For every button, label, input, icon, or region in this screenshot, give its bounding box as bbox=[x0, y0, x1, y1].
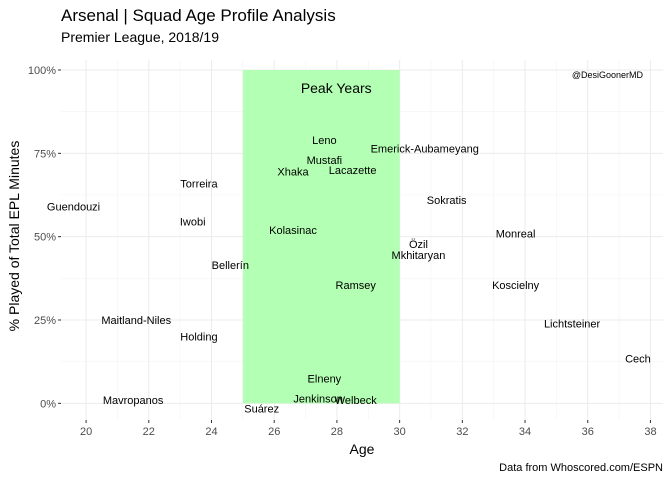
player-label: Mkhitaryan bbox=[392, 250, 446, 262]
player-label: Torreira bbox=[180, 178, 218, 190]
player-label: Xhaka bbox=[277, 167, 309, 179]
player-label: Ramsey bbox=[336, 280, 377, 292]
player-label: Jenkinson bbox=[293, 393, 343, 405]
player-label: Suárez bbox=[244, 403, 279, 415]
player-label: Elneny bbox=[308, 373, 342, 385]
x-tick-label: 30 bbox=[394, 426, 406, 438]
y-axis-title: % Played of Total EPL Minutes bbox=[6, 141, 22, 332]
player-label: Emerick-Aubameyang bbox=[371, 143, 479, 155]
player-label: Guendouzi bbox=[47, 202, 100, 214]
y-tick-label: 0% bbox=[40, 398, 56, 410]
x-tick-label: 24 bbox=[205, 426, 217, 438]
x-tick-label: 22 bbox=[143, 426, 155, 438]
x-tick-label: 28 bbox=[331, 426, 343, 438]
player-label: Lacazette bbox=[329, 165, 377, 177]
x-tick-label: 38 bbox=[644, 426, 656, 438]
player-label: Monreal bbox=[496, 228, 536, 240]
player-label: Sokratis bbox=[427, 195, 467, 207]
peak-years-band bbox=[242, 70, 400, 404]
x-tick-label: 34 bbox=[519, 426, 531, 438]
y-axis-ticks: 0% 25% 50% 75% 100% bbox=[28, 65, 61, 410]
chart-title: Arsenal | Squad Age Profile Analysis bbox=[61, 6, 336, 25]
x-tick-label: 32 bbox=[456, 426, 468, 438]
player-label: Welbeck bbox=[335, 395, 377, 407]
player-label: Iwobi bbox=[180, 217, 206, 229]
player-label: Kolasinac bbox=[269, 225, 317, 237]
x-tick-label: 26 bbox=[268, 426, 280, 438]
player-label: Özil bbox=[409, 239, 428, 251]
plot-panel: Peak Years @DesiGoonerMD Leno Emerick-Aub… bbox=[47, 60, 663, 420]
x-axis-ticks: 20 22 24 26 28 30 32 34 36 38 bbox=[80, 420, 657, 438]
y-tick-label: 25% bbox=[34, 315, 56, 327]
player-label: Maitland-Niles bbox=[101, 315, 171, 327]
player-label: Leno bbox=[312, 135, 336, 147]
chart-subtitle: Premier League, 2018/19 bbox=[61, 29, 219, 45]
player-label: Lichtsteiner bbox=[544, 318, 601, 330]
player-label: Koscielny bbox=[492, 280, 540, 292]
player-label: Bellerín bbox=[212, 260, 249, 272]
player-label: Mustafi bbox=[307, 155, 342, 167]
player-label: Mavropanos bbox=[103, 395, 164, 407]
player-label: Holding bbox=[180, 332, 217, 344]
author-handle: @DesiGoonerMD bbox=[572, 70, 644, 80]
x-tick-label: 20 bbox=[80, 426, 92, 438]
y-tick-label: 50% bbox=[34, 232, 56, 244]
x-tick-label: 36 bbox=[582, 426, 594, 438]
player-label: Cech bbox=[625, 353, 651, 365]
chart-caption: Data from Whoscored.com/ESPN bbox=[499, 462, 663, 474]
peak-years-label: Peak Years bbox=[301, 80, 372, 96]
y-tick-label: 100% bbox=[28, 65, 56, 77]
y-tick-label: 75% bbox=[34, 148, 56, 160]
x-axis-title: Age bbox=[350, 441, 375, 457]
